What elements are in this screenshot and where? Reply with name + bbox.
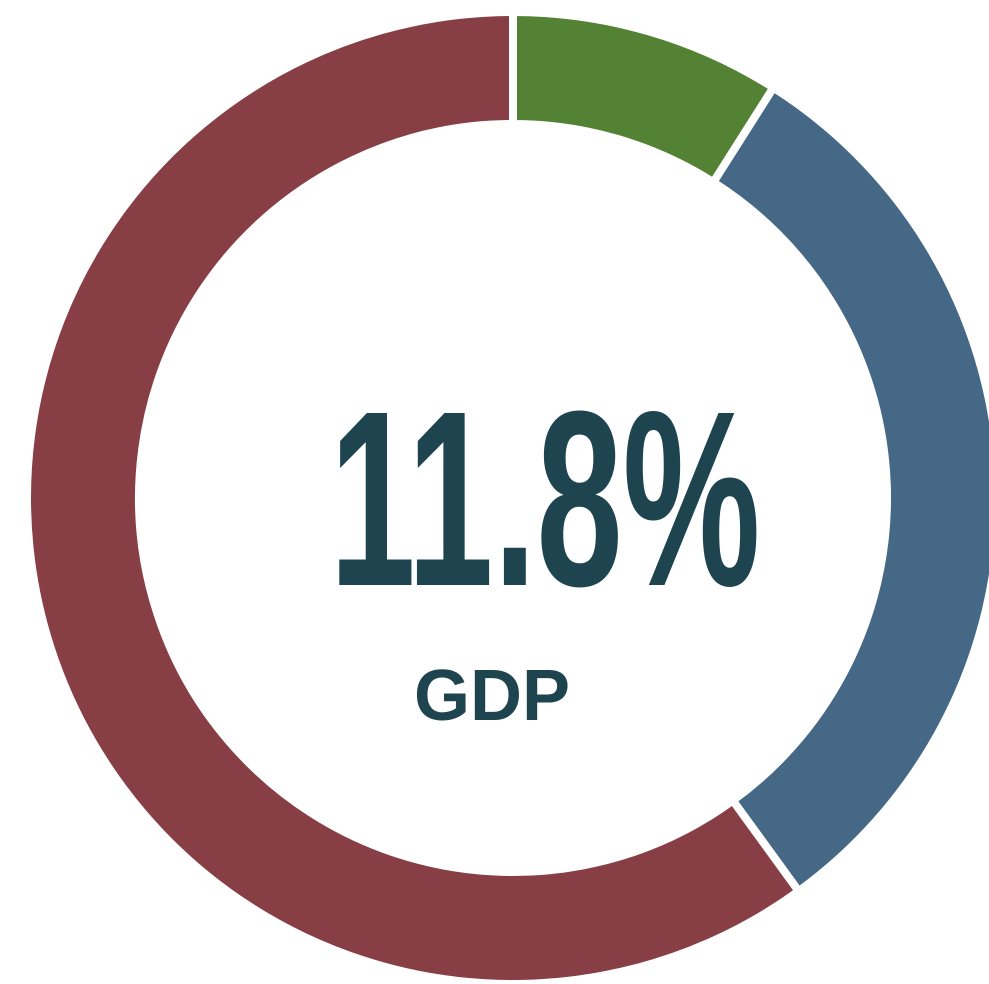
center-caption: GDP [414,656,570,736]
donut [23,7,989,984]
center-value: 11.8% [330,360,761,639]
donut-segment [707,82,989,897]
donut-segment [23,7,805,984]
